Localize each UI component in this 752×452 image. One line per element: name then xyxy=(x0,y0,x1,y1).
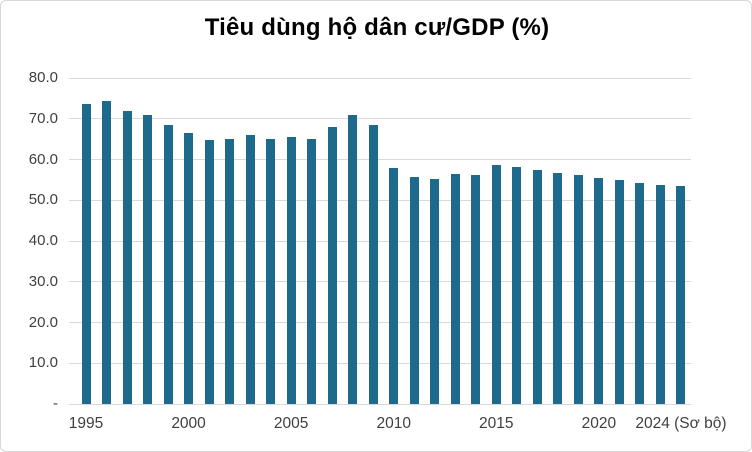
bar-2023 xyxy=(655,184,665,404)
bar-2018 xyxy=(553,172,563,404)
bar-2000 xyxy=(184,133,194,404)
bar-2006 xyxy=(307,139,317,404)
gridline xyxy=(69,322,691,323)
bar-2013 xyxy=(450,174,460,404)
bar-1996 xyxy=(102,100,111,404)
plot-area xyxy=(69,77,691,405)
bar-2015 xyxy=(491,164,501,404)
x-tick-label: 2010 xyxy=(376,415,411,432)
gridline xyxy=(69,362,691,364)
gridline xyxy=(69,199,691,201)
bar-2017 xyxy=(532,170,542,404)
x-tick-label: 2000 xyxy=(171,415,206,432)
x-tick-label: 2020 xyxy=(581,415,617,432)
chart-title: Tiêu dùng hộ dân cư/GDP (%) xyxy=(204,14,550,41)
gridline xyxy=(69,240,691,242)
y-tick-label: 80.0 xyxy=(28,69,58,86)
gridline xyxy=(69,118,691,120)
bar-2010 xyxy=(389,167,399,404)
bar-2004 xyxy=(266,138,276,404)
gridline xyxy=(69,77,691,79)
y-tick-label: 50.0 xyxy=(28,191,58,209)
x-tick-label: 2015 xyxy=(479,415,514,432)
y-tick-label: 40.0 xyxy=(28,232,58,249)
bar-2007 xyxy=(327,126,337,404)
bar-2001 xyxy=(204,140,214,404)
bar-2021 xyxy=(614,179,624,404)
gridline xyxy=(69,403,691,405)
y-tick-label: - xyxy=(53,395,58,412)
bar-2012 xyxy=(430,179,440,404)
bar-1995 xyxy=(81,103,91,404)
bar-2019 xyxy=(573,174,583,404)
x-tick-label: 1995 xyxy=(68,415,104,432)
bar-2009 xyxy=(368,125,378,404)
x-tick-label: 2005 xyxy=(273,415,309,432)
bar-2016 xyxy=(512,167,522,404)
bar-2022 xyxy=(635,183,645,404)
bar-2011 xyxy=(409,176,419,404)
y-tick-label: 10.0 xyxy=(28,354,58,372)
y-tick-label: 70.0 xyxy=(28,109,58,127)
bar-1998 xyxy=(143,115,153,404)
bar-2008 xyxy=(348,114,358,404)
y-tick-label: 30.0 xyxy=(28,272,58,290)
gridline xyxy=(69,281,691,283)
bar-2002 xyxy=(225,139,235,404)
bar-2005 xyxy=(286,137,296,404)
bar-2014 xyxy=(471,174,481,404)
bar-2003 xyxy=(245,134,255,404)
bar-1999 xyxy=(163,124,173,404)
bar-1997 xyxy=(122,111,132,404)
bar-2024 xyxy=(676,186,686,404)
bar-2020 xyxy=(594,177,604,404)
x-tick-label: 2024 (Sơ bộ) xyxy=(635,415,727,432)
gridline xyxy=(69,159,691,160)
y-tick-label: 60.0 xyxy=(28,150,58,168)
y-tick-label: 20.0 xyxy=(28,313,58,331)
